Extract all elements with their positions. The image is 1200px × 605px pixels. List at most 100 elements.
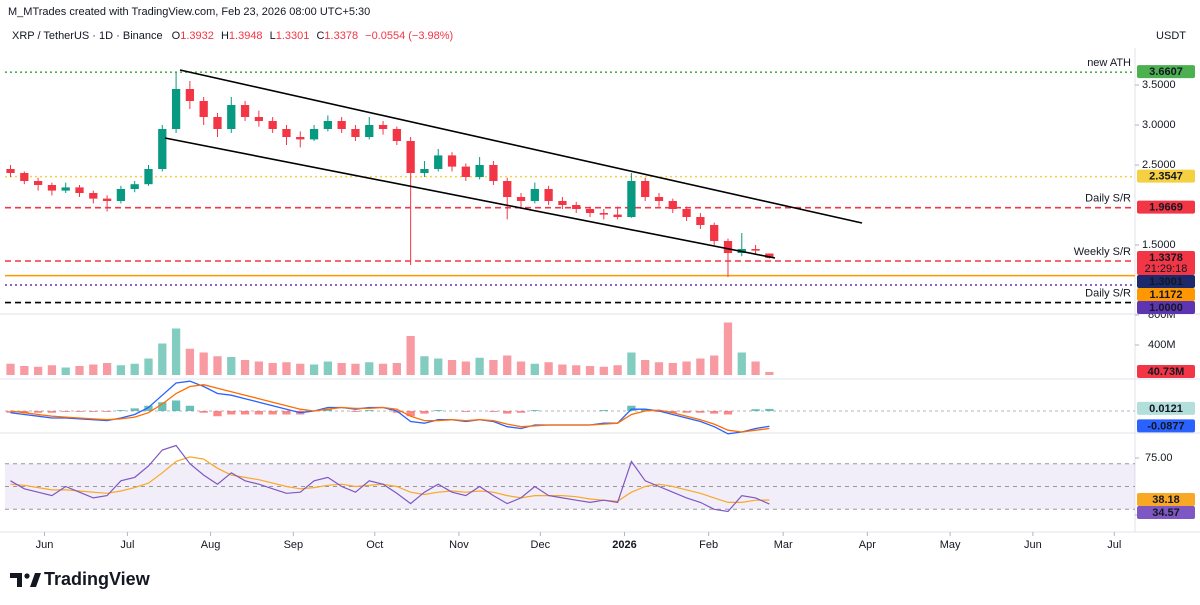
volume-bar	[572, 365, 581, 375]
macd-histogram	[516, 410, 526, 413]
macd-histogram	[406, 410, 415, 417]
logo-mark	[24, 573, 30, 579]
volume-bar	[6, 363, 15, 375]
macd-histogram	[751, 409, 760, 411]
volume-bar	[116, 365, 126, 375]
candle-body	[102, 198, 112, 201]
candle-body	[392, 129, 401, 141]
volume-bar	[641, 360, 650, 375]
symbol-title: XRP / TetherUS · 1D · Binance	[12, 30, 163, 42]
price-label-box	[1137, 200, 1195, 214]
price-label-box	[1137, 65, 1195, 79]
candle-body	[213, 117, 222, 129]
logo-mark	[10, 573, 22, 587]
ohlc-label: C	[316, 30, 324, 42]
volume-bar	[61, 367, 70, 375]
close-value: 1.3378	[324, 30, 358, 42]
candle-body	[378, 125, 388, 129]
macd-histogram	[102, 410, 112, 412]
volume-bar	[89, 364, 98, 375]
volume-bar	[406, 336, 415, 375]
volume-bar	[737, 352, 746, 375]
rsi-band-fill	[5, 463, 1135, 510]
y-tick-label: 3.0000	[1142, 119, 1176, 131]
volume-bar	[130, 363, 139, 375]
candle-body	[489, 165, 498, 181]
axis-labels: 3.66072.35471.96691.337821:29:181.30011.…	[1137, 65, 1195, 519]
volume-bar	[144, 358, 153, 375]
x-tick-label: Jul	[120, 539, 134, 551]
volume-bar	[268, 363, 277, 375]
volume-bar	[199, 352, 208, 375]
candle-body	[682, 209, 691, 217]
macd-histogram	[130, 408, 139, 411]
macd-histogram	[351, 410, 360, 412]
price-label: 40.73M	[1148, 366, 1185, 378]
macd-histogram	[268, 410, 277, 415]
candle-body	[461, 166, 470, 177]
candle-body	[185, 89, 195, 101]
price-label-box	[1137, 505, 1195, 519]
candle-body	[572, 205, 581, 209]
macd-histogram	[461, 410, 470, 412]
candle-body	[323, 121, 332, 129]
volume-bar	[530, 363, 539, 375]
candle-body	[47, 185, 57, 191]
rsi-tick-label: 75.00	[1145, 452, 1173, 464]
signal-line	[10, 384, 770, 433]
price-label: 0.0121	[1149, 403, 1183, 415]
macd-histogram	[723, 410, 733, 415]
candle-body	[558, 201, 567, 205]
candle-body	[89, 193, 98, 199]
macd-histogram	[240, 410, 250, 415]
volume-bar	[696, 358, 705, 375]
candle-body	[158, 129, 167, 169]
candle-body	[337, 121, 346, 129]
brand-name: TradingView	[44, 569, 151, 589]
macd-histogram	[75, 410, 84, 412]
volume-bar	[682, 361, 691, 375]
volume-bar	[171, 328, 181, 375]
candle-body	[199, 101, 208, 117]
candle-body	[296, 137, 305, 140]
price-label: 38.18	[1152, 494, 1180, 506]
macd-histogram	[61, 410, 70, 412]
level-label: Daily S/R	[1085, 288, 1131, 300]
volume-bar	[185, 348, 195, 375]
volume-bar	[323, 361, 332, 375]
x-tick-label: Aug	[201, 539, 221, 551]
volume-bar	[447, 360, 457, 375]
candle-body	[723, 241, 733, 253]
macd-histogram	[199, 410, 208, 413]
macd-histogram	[89, 410, 98, 412]
candle-body	[475, 165, 484, 177]
volume-bar	[723, 322, 733, 375]
volume-bar	[544, 362, 553, 375]
x-tick-label: Nov	[449, 539, 469, 551]
volume-bar	[20, 366, 29, 375]
macd-histogram	[47, 410, 57, 413]
level-label: Daily S/R	[1085, 193, 1131, 205]
macd-histogram	[489, 410, 498, 412]
price-label: 1.3001	[1149, 276, 1183, 288]
candle-body	[351, 129, 360, 137]
rsi-line	[10, 444, 770, 513]
macd-histogram	[171, 400, 181, 411]
volume-bar	[365, 362, 374, 375]
logo-mark	[30, 573, 41, 587]
x-tick-label: Apr	[859, 539, 876, 551]
x-tick-label: Feb	[699, 539, 718, 551]
low-value: 1.3301	[276, 30, 310, 42]
candle-body	[503, 181, 512, 197]
price-label-box	[1137, 401, 1195, 415]
price-label: 2.3547	[1149, 171, 1183, 183]
candle-body	[75, 187, 84, 193]
candle-body	[434, 155, 443, 169]
price-label-box	[1137, 250, 1195, 275]
volume-bar	[296, 363, 305, 375]
macd-histogram	[213, 410, 222, 417]
candle-body	[613, 214, 622, 217]
trendline	[164, 137, 776, 259]
rsi-ma-line	[10, 456, 770, 503]
candle-body	[61, 187, 70, 191]
